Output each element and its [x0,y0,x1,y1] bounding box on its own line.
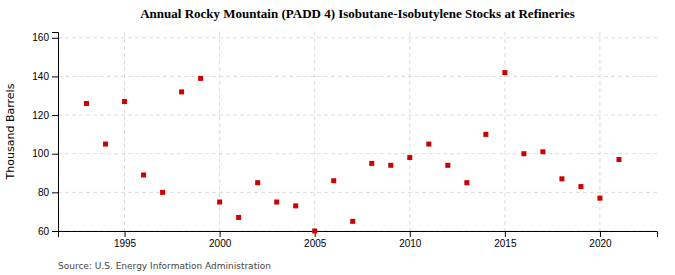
grid-line [409,32,410,231]
point [350,219,355,224]
x-tick-label: 1995 [114,238,137,249]
y-tick-label: 60 [38,226,50,237]
x-tick-label: 2005 [304,238,327,249]
x-tick-mark [505,231,506,237]
x-tick: 2005 [304,231,327,249]
y-tick-mark [52,192,58,193]
x-axis-line [59,232,658,238]
point [502,70,507,75]
y-axis: 60 80 100 120 140 160 [32,32,58,236]
x-tick-mark [600,231,601,237]
point [464,180,469,185]
grid-line [58,76,657,77]
point [198,76,203,81]
point [312,229,317,234]
x-tick-label: 2020 [589,238,612,249]
point [331,178,336,183]
point [103,142,108,147]
y-axis-title: Thousand Barrels [4,83,17,180]
x-tick: 2020 [589,231,612,249]
y-tick: 160 [32,32,58,43]
point [141,172,146,177]
point [179,89,184,94]
grid-line [58,37,657,38]
grid-line [314,32,315,231]
y-tick-mark [52,154,58,155]
y-tick-mark [52,38,58,39]
grid-line [124,32,125,231]
point [388,163,393,168]
y-tick-label: 160 [32,32,49,43]
point [255,180,260,185]
y-tick: 120 [32,110,58,121]
y-axis-line [52,33,59,232]
point [407,155,412,160]
point [293,203,298,208]
grid-line [599,32,600,231]
x-tick: 2015 [494,231,517,249]
points [84,70,621,233]
point [521,151,526,156]
point [217,200,222,205]
point [369,161,374,166]
grid-line [58,153,657,154]
annotation: Source: U.S. Energy Information Administ… [58,261,271,271]
point [597,196,602,201]
y-tick-label: 140 [32,71,49,82]
y-tick: 80 [38,187,58,198]
plot: 1995 2000 2005 2010 2015 2020 60 80 100 120 140 160 [32,32,657,249]
x-tick-mark [220,231,221,237]
y-tick: 60 [38,226,58,237]
x-tick-mark [410,231,411,237]
title: Annual Rocky Mountain (PADD 4) Isobutane… [140,6,575,21]
grid-line [504,32,505,231]
point [578,184,583,189]
x-axis: 1995 2000 2005 2010 2015 2020 [59,231,658,249]
point [483,132,488,137]
chart: 1995 2000 2005 2010 2015 2020 60 80 100 120 140 160… [0,0,675,275]
grid-line [58,192,657,193]
x-tick-label: 2015 [494,238,517,249]
y-tick-label: 100 [32,148,49,159]
point [160,190,165,195]
x-tick: 2010 [399,231,422,249]
point [426,142,431,147]
point [122,99,127,104]
point [559,176,564,181]
point [274,200,279,205]
x-tick-label: 2000 [209,238,232,249]
y-tick-mark [52,231,58,232]
y-tick-label: 120 [32,110,49,121]
x-tick: 2000 [209,231,232,249]
y-tick: 100 [32,148,58,159]
grid-line [58,115,657,116]
point [236,215,241,220]
point [445,163,450,168]
point [616,157,621,162]
x-tick: 1995 [114,231,137,249]
x-tick-label: 2010 [399,238,422,249]
y-tick-mark [52,76,58,77]
y-tick-label: 80 [38,187,50,198]
y-tick-mark [52,115,58,116]
grid [58,32,657,231]
y-tick: 140 [32,71,58,82]
point [540,149,545,154]
x-tick-mark [125,231,126,237]
point [84,101,89,106]
